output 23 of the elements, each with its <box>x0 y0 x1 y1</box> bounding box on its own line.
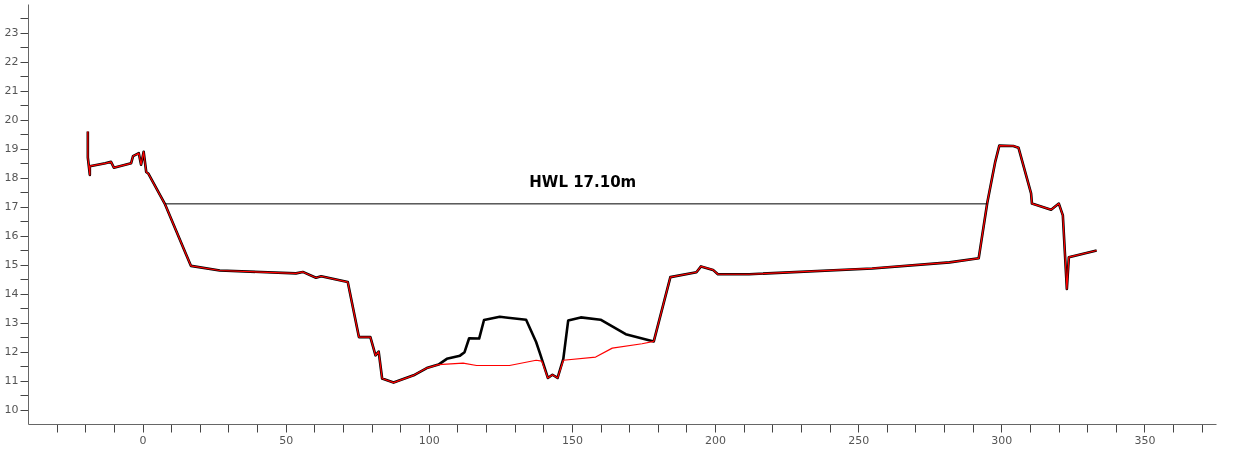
y-tick-label: 10 <box>4 403 19 417</box>
x-tick-label: 300 <box>991 433 1013 447</box>
x-tick-label: 0 <box>139 433 147 447</box>
y-tick-label: 22 <box>4 55 19 69</box>
x-tick-label: 200 <box>705 433 727 447</box>
x-tick-label: 50 <box>279 433 294 447</box>
y-tick-label: 14 <box>4 287 19 301</box>
y-tick-label: 18 <box>4 171 19 185</box>
y-tick-label: 19 <box>4 142 19 156</box>
x-tick-label: 350 <box>1134 433 1156 447</box>
x-tick-label: 250 <box>848 433 870 447</box>
y-tick-label: 11 <box>4 374 19 388</box>
y-tick-label: 21 <box>4 84 19 98</box>
y-tick-label: 17 <box>4 200 19 214</box>
y-tick-label: 12 <box>4 345 19 359</box>
x-tick-label: 100 <box>418 433 440 447</box>
y-tick-label: 23 <box>4 26 19 40</box>
y-tick-label: 16 <box>4 229 19 243</box>
y-tick-label: 15 <box>4 258 19 272</box>
y-tick-label: 13 <box>4 316 19 330</box>
y-tick-label: 20 <box>4 113 19 127</box>
x-tick-label: 150 <box>561 433 583 447</box>
annotation: HWL 17.10m <box>529 172 637 191</box>
